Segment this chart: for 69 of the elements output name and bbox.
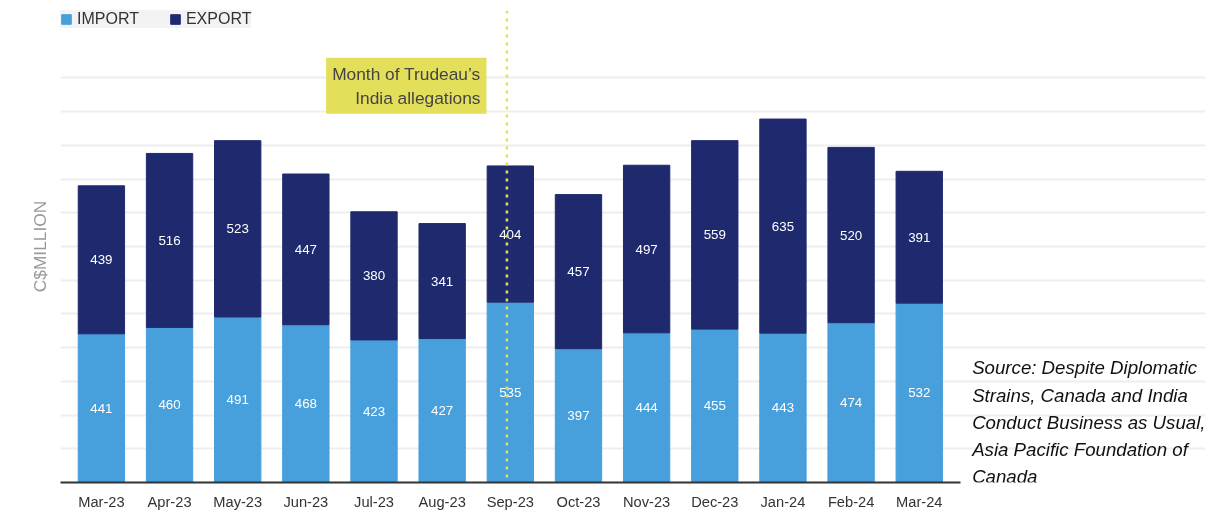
data-label: 455 xyxy=(703,398,726,414)
x-tick-label: Jul-23 xyxy=(354,493,394,510)
bar xyxy=(77,333,126,483)
bar xyxy=(486,301,534,483)
data-label: 535 xyxy=(499,384,522,400)
bar xyxy=(350,339,398,483)
bar xyxy=(759,332,807,483)
x-tick-label: Sep-23 xyxy=(486,493,534,510)
data-label: 427 xyxy=(431,403,454,419)
bar xyxy=(554,348,603,483)
bar xyxy=(691,328,739,483)
data-label: 516 xyxy=(158,232,181,248)
bar xyxy=(827,322,875,483)
bar xyxy=(77,185,126,335)
legend-label: EXPORT xyxy=(185,10,252,28)
x-tick-label: Nov-23 xyxy=(623,493,671,510)
x-tick-label: Feb-24 xyxy=(827,493,875,510)
bar xyxy=(145,152,194,328)
data-label: 443 xyxy=(771,400,795,416)
data-label: 341 xyxy=(431,273,454,289)
data-label: 444 xyxy=(635,400,659,416)
data-label: 520 xyxy=(839,227,863,243)
bar xyxy=(214,316,262,483)
data-label: 397 xyxy=(567,408,590,424)
data-label: 404 xyxy=(499,226,523,242)
x-tick-label: Mar-24 xyxy=(896,493,943,510)
x-tick-label: Oct-23 xyxy=(556,493,601,510)
legend-label: IMPORT xyxy=(77,10,139,28)
data-label: 532 xyxy=(908,385,931,401)
bar xyxy=(418,338,466,483)
x-tick-label: Mar-23 xyxy=(78,493,125,510)
bar xyxy=(145,326,194,483)
data-label: 447 xyxy=(294,241,317,257)
data-label: 491 xyxy=(226,392,249,408)
data-label: 474 xyxy=(839,395,863,411)
bar xyxy=(895,170,943,304)
bar xyxy=(418,223,466,340)
data-label: 497 xyxy=(635,241,658,257)
data-label: 380 xyxy=(362,268,386,284)
bar xyxy=(622,164,671,334)
data-label: 523 xyxy=(226,221,249,237)
data-label: 423 xyxy=(362,403,386,419)
x-tick-label: Apr-23 xyxy=(147,493,192,510)
bar xyxy=(554,194,603,350)
data-label: 635 xyxy=(771,218,795,234)
bar xyxy=(350,211,398,341)
ref-line-label: Month of Trudeau’s India allegations xyxy=(332,63,481,108)
bar xyxy=(214,140,262,318)
y-axis-title: C$MILLION xyxy=(29,200,50,293)
x-tick-label: Jun-23 xyxy=(283,493,329,510)
bar xyxy=(486,165,534,303)
data-label: 468 xyxy=(294,396,317,412)
x-tick-label: Dec-23 xyxy=(691,493,739,510)
bar xyxy=(282,324,330,483)
bar xyxy=(895,302,943,483)
data-label: 457 xyxy=(567,264,590,280)
data-label: 391 xyxy=(908,229,931,245)
bar xyxy=(759,118,807,334)
x-tick-label: May-23 xyxy=(213,493,263,510)
data-label: 441 xyxy=(90,400,113,416)
bar xyxy=(282,173,330,326)
data-label: 460 xyxy=(158,397,181,413)
data-label: 559 xyxy=(703,227,726,243)
x-tick-label: Jan-24 xyxy=(760,493,806,510)
bar xyxy=(827,146,875,324)
x-tick-label: Aug-23 xyxy=(418,493,466,510)
bar xyxy=(622,332,671,483)
bar xyxy=(691,140,739,330)
data-label: 439 xyxy=(90,252,113,268)
